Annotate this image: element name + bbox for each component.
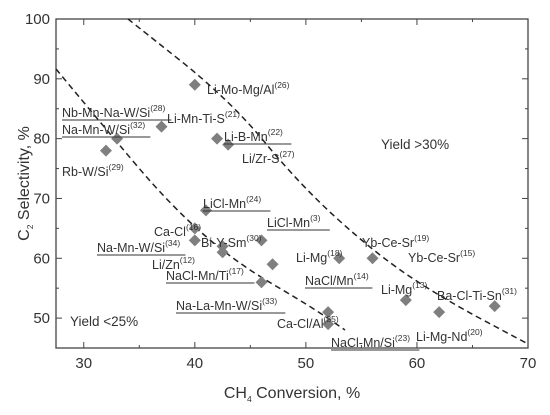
data-point: [99, 144, 112, 157]
data-point: [322, 306, 335, 319]
yield-high-annotation: Yield >30%: [381, 137, 449, 152]
label-text: Na-Mn-W/Si(32): [62, 120, 145, 137]
label-text: NaCl/Mn(14): [305, 271, 369, 288]
point-label: LiCl-Mn(3): [267, 213, 330, 231]
data-point: [199, 204, 212, 217]
y-tick-label: 90: [33, 71, 50, 88]
label-text: Li-Mg(18): [296, 248, 343, 265]
data-point: [255, 276, 268, 289]
point-labels: Li-Mo-Mg/Al(26)Nb-Mn-Na-W/Si(28)Na-Mn-W/…: [62, 80, 517, 351]
data-point: [188, 234, 201, 247]
label-text: Rb-W/Si(29): [62, 162, 124, 179]
label-text: Ba-Cl-Ti-Sn(31): [437, 286, 517, 303]
point-label: Yb-Ce-Sr(15): [408, 248, 475, 265]
point-label: Li-Mg(13): [381, 280, 428, 297]
data-point: [188, 78, 201, 91]
label-text: Li/Zr-S(27): [242, 149, 295, 166]
point-label: Li-Mg(18): [296, 248, 343, 265]
label-text: Li-B-Mn(22): [224, 127, 283, 144]
label-text: NaCl-Mn/Si(23): [331, 333, 410, 350]
yield-low-annotation: Yield <25%: [70, 314, 138, 329]
data-point: [111, 132, 124, 145]
data-point: [366, 252, 379, 265]
label-text: Nb-Mn-Na-W/Si(28): [62, 103, 165, 120]
data-point: [322, 318, 335, 331]
data-point: [333, 252, 346, 265]
data-point: [488, 300, 501, 313]
label-text: Li-Mo-Mg/Al(26): [207, 80, 290, 97]
y-tick-label: 50: [33, 310, 50, 327]
data-point: [255, 234, 268, 247]
label-text: LiCl-Mn(24): [203, 194, 261, 211]
label-text: Li/Zn(12): [152, 255, 195, 272]
point-label: Ba-Cl-Ti-Sn(31): [437, 286, 517, 303]
y-tick-label: 70: [33, 190, 50, 207]
point-label: Ca-Cl(16): [154, 222, 201, 239]
label-text: Yb-Ce-Sr(15): [408, 248, 475, 265]
label-text: NaCl-Mn/Ti(17): [166, 266, 244, 283]
point-label: NaCl-Mn/Si(23): [331, 333, 420, 351]
point-label: Na-Mn-W/Si(32): [62, 120, 151, 138]
label-text: Na-Mn-W/Si(34): [97, 238, 180, 255]
yield-curves: [55, 18, 529, 345]
x-tick-label: 30: [75, 355, 92, 372]
data-point: [266, 258, 279, 271]
label-text: Na-La-Mn-W/Si(33): [176, 296, 277, 313]
extra-label: Na-La-Mn-W/Si(33): [176, 296, 286, 314]
yield-25-curve: [55, 68, 346, 331]
point-label: Na-Mn-W/Si(34): [97, 238, 186, 256]
point-label: Li/Zn(12): [152, 255, 195, 272]
data-point: [211, 132, 224, 145]
axes-layer: 30 40 50 60 70 50 60 70 80 90 100 CH4 Conversion, %…: [16, 11, 536, 404]
data-points: [99, 78, 501, 331]
y-axis-title: C2 Selectivity, %: [16, 126, 35, 241]
label-text: Ca-Cl(16): [154, 222, 201, 239]
data-point: [188, 222, 201, 235]
x-axis-title: CH4 Conversion, %: [224, 385, 360, 404]
x-tick-label: 70: [520, 355, 537, 372]
data-point: [216, 246, 229, 259]
label-text: Yb-Ce-Sr(19): [362, 233, 429, 250]
data-point: [222, 138, 235, 151]
data-point: [433, 306, 446, 319]
point-label: LiCl-Mn(24): [203, 194, 271, 212]
x-tick-label: 50: [298, 355, 315, 372]
x-tick-label: 60: [409, 355, 426, 372]
y-tick-label: 80: [33, 131, 50, 148]
plot-frame: [55, 18, 529, 349]
point-label: Bi-Y-Sm(30): [201, 233, 262, 250]
point-label: Ca-Cl/Al(25): [277, 314, 339, 331]
data-point: [155, 120, 168, 133]
point-label: Nb-Mn-Na-W/Si(28): [62, 103, 172, 121]
label-text: LiCl-Mn(3): [267, 213, 321, 230]
label-text: Ca-Cl/Al(25): [277, 314, 339, 331]
extra-label: NaCl-Mn/Ti(17): [166, 266, 255, 284]
point-label: Yb-Ce-Sr(19): [362, 233, 429, 250]
x-tick-label: 40: [186, 355, 203, 372]
label-text: Li-Mg-Nd(20): [416, 327, 483, 344]
data-point: [399, 294, 412, 307]
point-label: Li-B-Mn(22): [224, 127, 292, 145]
extra-label: Li/Zr-S(27): [242, 149, 295, 166]
point-label: Li-Mo-Mg/Al(26): [207, 80, 290, 97]
point-label: Li-Mg-Nd(20): [416, 327, 483, 344]
y-tick-label: 60: [33, 250, 50, 267]
yield-30-curve: [127, 18, 529, 345]
point-label: Rb-W/Si(29): [62, 162, 124, 179]
y-tick-label: 100: [25, 11, 50, 28]
label-text: Bi-Y-Sm(30): [201, 233, 262, 250]
label-text: Li-Mn-Ti-S(21): [167, 109, 240, 126]
point-label: Li-Mn-Ti-S(21): [167, 109, 240, 126]
label-text: Li-Mg(13): [381, 280, 428, 297]
point-label: NaCl/Mn(14): [305, 271, 373, 289]
